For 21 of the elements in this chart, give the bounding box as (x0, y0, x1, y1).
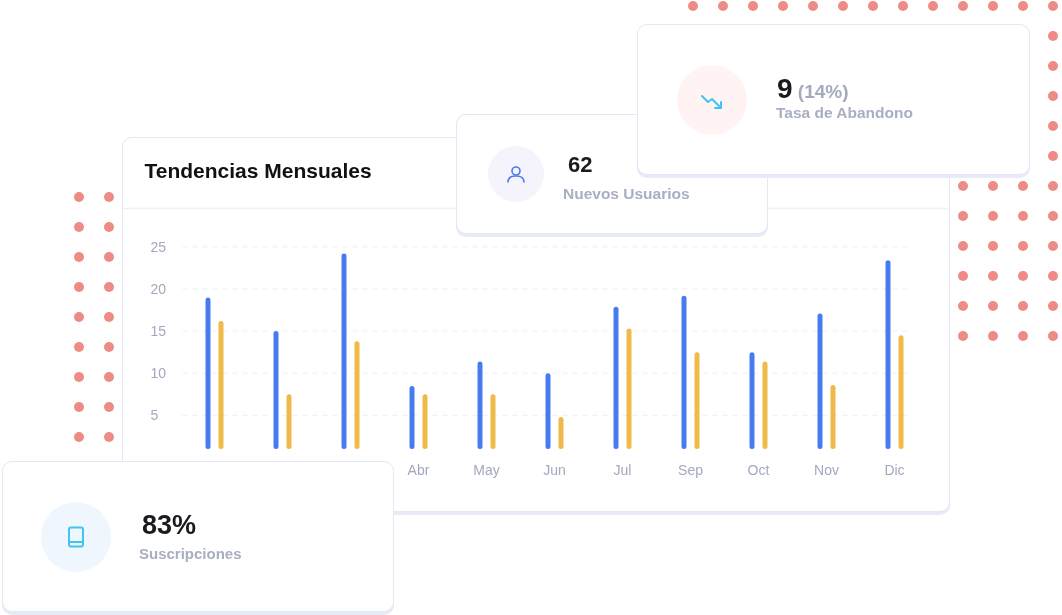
x-tick-label: Abr (407, 462, 430, 479)
y-tick-label: 20 (150, 280, 167, 297)
text: 83% (142, 510, 197, 540)
x-tick-label: Nov (814, 462, 839, 479)
x-tick-label: Sep (678, 462, 704, 479)
text: Nuevos Usuarios (563, 185, 690, 202)
x-tick-label: Oct (747, 462, 770, 479)
text: Tasa de Abandono (776, 104, 913, 121)
chart-title: Tendencias Mensuales (144, 158, 372, 182)
x-tick-label: Jun (543, 462, 566, 479)
text: 9 (777, 73, 793, 104)
text: 62 (568, 152, 593, 177)
y-tick-label: 5 (150, 407, 159, 424)
x-tick-label: Dic (884, 462, 905, 479)
text: (14%) (792, 81, 849, 102)
x-tick-label: May (473, 462, 500, 479)
x-tick-label: Jul (613, 462, 632, 479)
y-tick-label: 15 (150, 323, 167, 340)
text: Suscripciones (139, 545, 242, 562)
y-tick-label: 25 (150, 238, 167, 255)
y-tick-label: 10 (150, 365, 167, 382)
